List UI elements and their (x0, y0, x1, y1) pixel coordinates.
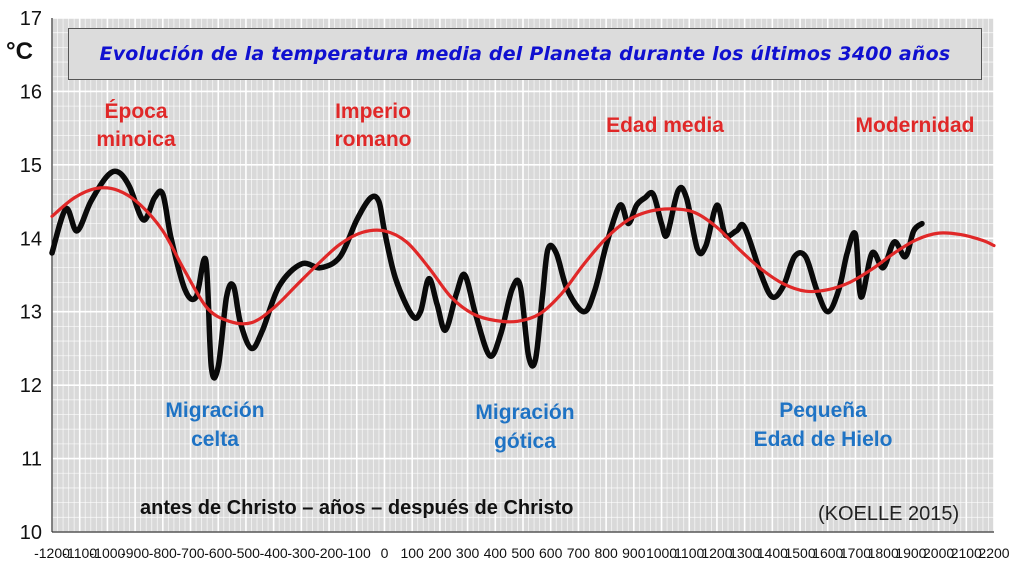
x-tick-label: 2000 (923, 545, 954, 561)
annotation-line: Modernidad (855, 114, 975, 137)
x-tick-label: -1100 (62, 545, 97, 561)
series-line-raw (49, 168, 925, 381)
annotation-line: minoica (96, 128, 176, 151)
cold-period-little-ice-age: Pequeña Edad de Hielo (728, 396, 918, 454)
warm-period-minoan: Época minoica (86, 98, 186, 154)
annotation-line: Edad media (606, 114, 724, 137)
y-tick-label: 13 (20, 302, 42, 324)
x-tick-label: -100 (343, 545, 371, 561)
x-tick-label: 1500 (784, 545, 815, 561)
x-tick-label: -900 (121, 545, 149, 561)
x-tick-label: 1000 (646, 545, 677, 561)
x-axis-caption: antes de Christo – años – después de Chr… (140, 497, 574, 519)
warm-period-modern: Modernidad (835, 112, 995, 140)
x-tick-label: 2200 (978, 545, 1009, 561)
y-tick-label: 15 (20, 155, 42, 177)
x-tick-label: 1900 (895, 545, 926, 561)
x-tick-label: 1400 (757, 545, 788, 561)
x-tick-label: 500 (511, 545, 535, 561)
x-tick-label: 600 (539, 545, 563, 561)
y-axis-unit: °C (6, 38, 33, 65)
annotation-line: Pequeña (779, 399, 867, 422)
chart-title-box: Evolución de la temperatura media del Pl… (68, 28, 982, 80)
x-tick-label: -400 (260, 545, 288, 561)
x-tick-label: 400 (484, 545, 508, 561)
series-group (49, 168, 996, 381)
y-tick-label: 16 (20, 81, 42, 103)
y-tick-label: 11 (21, 449, 42, 471)
x-tick-label: 1200 (701, 545, 732, 561)
x-tick-label: 1100 (674, 545, 704, 561)
x-tick-label: -200 (315, 545, 343, 561)
annotation-line: celta (191, 428, 239, 451)
series-line-smoothed (50, 186, 996, 326)
x-tick-label: 1800 (868, 545, 899, 561)
annotation-line: Imperio (335, 100, 411, 123)
x-tick-label: -600 (204, 545, 232, 561)
y-tick-label: 14 (20, 228, 42, 250)
x-tick-label: -800 (149, 545, 177, 561)
annotation-line: Edad de Hielo (753, 428, 893, 451)
x-tick-label: -300 (287, 545, 315, 561)
x-tick-label: 800 (594, 545, 618, 561)
warm-period-medieval: Edad media (585, 112, 745, 140)
x-tick-label: 900 (622, 545, 646, 561)
x-tick-label: 200 (428, 545, 452, 561)
cold-period-celtic: Migración celta (140, 396, 290, 454)
x-tick-label: -700 (177, 545, 205, 561)
x-tick-label: 1300 (729, 545, 760, 561)
x-tick-label: -500 (232, 545, 260, 561)
y-axis: 10 11 12 13 14 15 16 17 (20, 8, 42, 544)
x-axis: -1200-1100-1000-900 -800 -700 -600 -500 -400-… (34, 545, 1010, 561)
annotation-line: gótica (494, 430, 556, 453)
source-credit: (KOELLE 2015) (818, 503, 960, 525)
x-tick-label: 100 (400, 545, 424, 561)
major-grid (51, 17, 995, 533)
x-tick-label: -1000 (90, 545, 126, 561)
x-tick-label: -1200 (34, 545, 70, 561)
chart-title: Evolución de la temperatura media del Pl… (99, 43, 951, 65)
warm-period-roman: Imperio romano (318, 98, 428, 154)
y-tick-label: 12 (20, 375, 42, 397)
annotation-line: Migración (475, 401, 575, 424)
x-tick-label: 2100 (951, 545, 982, 561)
x-tick-label: 1600 (812, 545, 843, 561)
y-tick-label: 10 (20, 522, 42, 544)
x-tick-label: 1700 (840, 545, 871, 561)
annotation-line: romano (334, 128, 412, 151)
x-tick-label: 0 (381, 545, 389, 561)
x-tick-label: 300 (456, 545, 480, 561)
cold-period-gothic: Migración gótica (450, 398, 600, 456)
annotation-line: Época (104, 100, 168, 123)
y-tick-label: 17 (20, 8, 42, 30)
annotation-line: Migración (165, 399, 265, 422)
x-tick-label: 700 (567, 545, 591, 561)
